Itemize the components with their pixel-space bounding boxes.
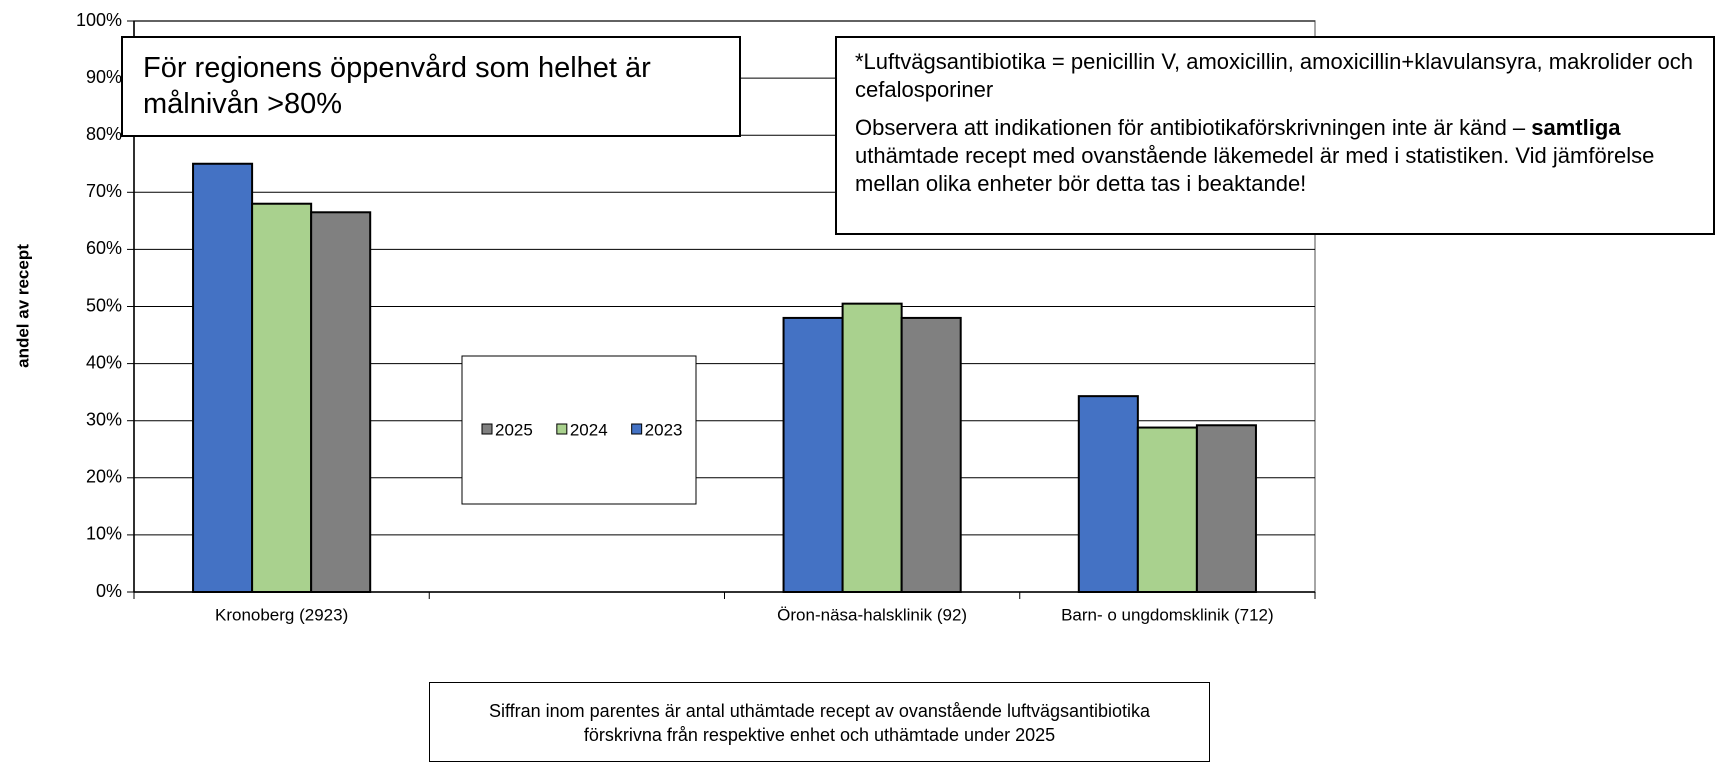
definition-note: *Luftvägsantibiotika = penicillin V, amo…	[835, 36, 1715, 235]
legend-box	[461, 355, 697, 505]
bar	[310, 211, 372, 593]
y-tick-label: 80%	[86, 124, 122, 144]
y-tick-label: 0%	[96, 581, 122, 601]
y-tick-label: 30%	[86, 409, 122, 429]
y-tick-label: 100%	[76, 10, 122, 30]
caution-text: Observera att indikationen för antibioti…	[855, 114, 1695, 198]
y-tick-label: 10%	[86, 524, 122, 544]
definition-text: *Luftvägsantibiotika = penicillin V, amo…	[855, 49, 1694, 102]
caution-part: uthämtade recept med ovanstående läkemed…	[855, 143, 1655, 196]
y-tick-label: 20%	[86, 467, 122, 487]
bar	[782, 316, 844, 593]
y-tick-label: 60%	[86, 238, 122, 258]
legend-label: 2023	[645, 420, 683, 439]
footnote: Siffran inom parentes är antal uthämtade…	[429, 682, 1210, 762]
y-axis-label: andel av recept	[13, 244, 32, 368]
bar	[192, 162, 254, 593]
x-tick-label: Kronoberg (2923)	[215, 605, 348, 624]
target-note: För regionens öppenvård som helhet är må…	[121, 36, 741, 137]
y-tick-label: 40%	[86, 352, 122, 372]
bar	[251, 202, 313, 593]
y-tick-label: 90%	[86, 67, 122, 87]
bar	[841, 302, 903, 593]
legend-swatch	[481, 423, 493, 435]
x-tick-label: Barn- o ungdomsklinik (712)	[1061, 605, 1274, 624]
legend-swatch	[556, 423, 568, 435]
legend-label: 2024	[570, 420, 608, 439]
y-tick-label: 70%	[86, 181, 122, 201]
bar	[1136, 426, 1198, 593]
legend-label: 2025	[495, 420, 533, 439]
legend-swatch	[631, 423, 643, 435]
caution-part: Observera att indikationen för antibioti…	[855, 115, 1532, 140]
y-tick-label: 50%	[86, 295, 122, 315]
bar	[1077, 395, 1139, 593]
caution-bold: samtliga	[1531, 115, 1621, 140]
bar	[900, 316, 962, 593]
x-tick-label: Öron-näsa-halsklinik (92)	[777, 605, 967, 624]
bar	[1195, 424, 1257, 593]
